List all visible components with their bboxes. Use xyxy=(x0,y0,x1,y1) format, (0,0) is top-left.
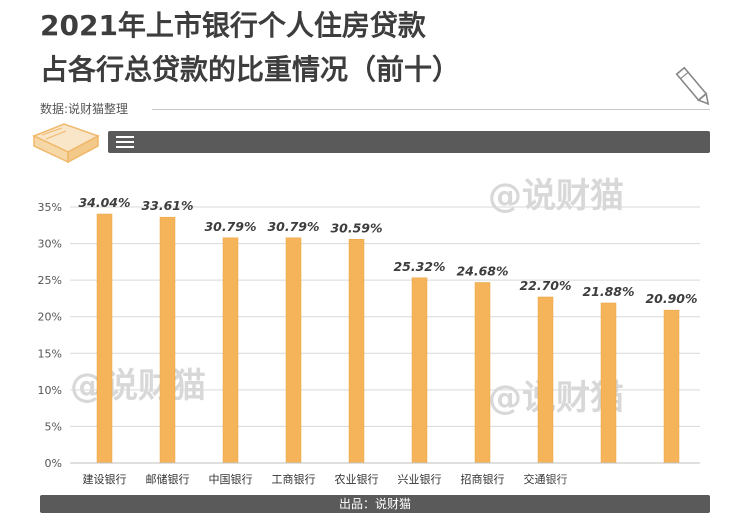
data-label: 34.04% xyxy=(78,195,130,210)
watermark: @说财猫 xyxy=(488,176,624,216)
y-tick-label: 35% xyxy=(38,201,62,214)
data-label: 30.59% xyxy=(330,220,382,235)
data-source: 数据:说财猫整理 xyxy=(40,102,129,116)
data-label: 30.79% xyxy=(204,219,256,234)
x-tick-label: 兴业银行 xyxy=(398,472,442,486)
x-tick-label: 招商银行 xyxy=(461,472,505,486)
fade-overlay xyxy=(540,468,710,492)
bar xyxy=(348,239,365,464)
footer-bar: 出品：说财猫 xyxy=(40,495,710,513)
x-tick-label: 中国银行 xyxy=(209,472,253,486)
x-tick-label: 建设银行 xyxy=(83,472,127,486)
data-label: 20.90% xyxy=(645,291,697,306)
y-tick-label: 0% xyxy=(45,457,62,470)
watermark: @说财猫 xyxy=(70,366,206,406)
chart-header-bar xyxy=(108,131,710,153)
data-label: 30.79% xyxy=(267,219,319,234)
data-label: 33.61% xyxy=(141,198,193,213)
bar xyxy=(285,237,302,464)
x-tick-label: 工商银行 xyxy=(272,472,316,486)
title-line-2: 占各行总贷款的比重情况（前十） xyxy=(40,53,461,86)
y-tick-label: 20% xyxy=(38,311,62,324)
data-label: 22.70% xyxy=(519,278,571,293)
book-icon xyxy=(32,123,100,164)
pencil-icon xyxy=(675,66,710,106)
bar xyxy=(222,237,239,464)
y-tick-label: 15% xyxy=(38,347,62,360)
data-label: 25.32% xyxy=(393,259,445,274)
y-tick-label: 5% xyxy=(45,420,62,433)
footer-credit: 出品：说财猫 xyxy=(338,497,411,511)
data-label: 21.88% xyxy=(582,284,634,299)
y-tick-label: 25% xyxy=(38,274,62,287)
bar xyxy=(600,302,617,464)
y-tick-label: 30% xyxy=(38,238,62,251)
menu-icon xyxy=(116,136,134,148)
chart-title: 2021年上市银行个人住房贷款 占各行总贷款的比重情况（前十） xyxy=(40,4,460,92)
bar xyxy=(411,277,428,464)
data-label: 24.68% xyxy=(456,263,508,278)
bar xyxy=(159,216,176,464)
y-tick-label: 10% xyxy=(38,384,62,397)
bar xyxy=(474,282,491,464)
source-divider xyxy=(152,109,710,110)
x-tick-label: 农业银行 xyxy=(335,472,379,486)
bar xyxy=(537,296,554,464)
bar xyxy=(663,309,680,464)
x-tick-label: 邮储银行 xyxy=(146,472,190,486)
bar xyxy=(96,213,113,464)
title-line-1: 2021年上市银行个人住房贷款 xyxy=(40,9,426,42)
